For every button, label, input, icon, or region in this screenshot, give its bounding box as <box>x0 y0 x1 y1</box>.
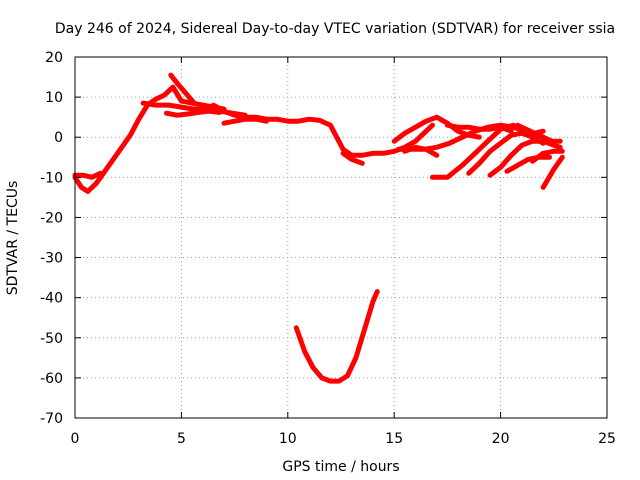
y-tick-label: -10 <box>40 170 63 186</box>
y-tick-label: -70 <box>40 411 63 427</box>
y-tick-label: -50 <box>40 331 63 347</box>
y-tick-label: -60 <box>40 371 63 387</box>
chart-title: Day 246 of 2024, Sidereal Day-to-day VTE… <box>55 21 615 37</box>
series-arc-17 <box>515 122 546 136</box>
series-arc-15 <box>487 138 563 178</box>
series-arc-20 <box>293 289 380 384</box>
grid <box>75 57 607 418</box>
y-tick-label: 10 <box>45 90 63 106</box>
x-tick-label: 10 <box>279 431 297 447</box>
series-group <box>72 72 565 384</box>
series-arc-8 <box>340 150 365 166</box>
y-tick-label: -40 <box>40 291 63 307</box>
series-arc-19 <box>540 154 565 190</box>
series-arc-11 <box>402 144 440 158</box>
x-axis-label: GPS time / hours <box>282 459 399 475</box>
ticks: 0 5 10 15 20 25 20 10 0 -10 -20 -30 -40 -50 -60 -70 <box>40 50 616 447</box>
series-arc-16 <box>504 154 552 174</box>
series-arc-7 <box>221 116 269 126</box>
series-arc-2 <box>72 170 103 180</box>
x-tick-label: 25 <box>598 431 616 447</box>
series-arc-18 <box>530 148 565 164</box>
plot-frame <box>74 56 608 419</box>
y-tick-label: -30 <box>40 251 63 267</box>
series-arc-5 <box>164 108 223 118</box>
x-tick-label: 5 <box>177 431 186 447</box>
series-arc-14 <box>466 130 546 176</box>
y-axis-label: SDTVAR / TECUs <box>5 181 21 296</box>
x-tick-label: 0 <box>71 431 80 447</box>
x-tick-label: 20 <box>492 431 510 447</box>
y-tick-label: 20 <box>45 50 63 66</box>
series-arc-4 <box>168 72 197 106</box>
y-tick-label: 0 <box>54 130 63 146</box>
x-tick-label: 15 <box>385 431 403 447</box>
series-arc-13 <box>444 122 514 134</box>
y-tick-label: -20 <box>40 210 63 226</box>
